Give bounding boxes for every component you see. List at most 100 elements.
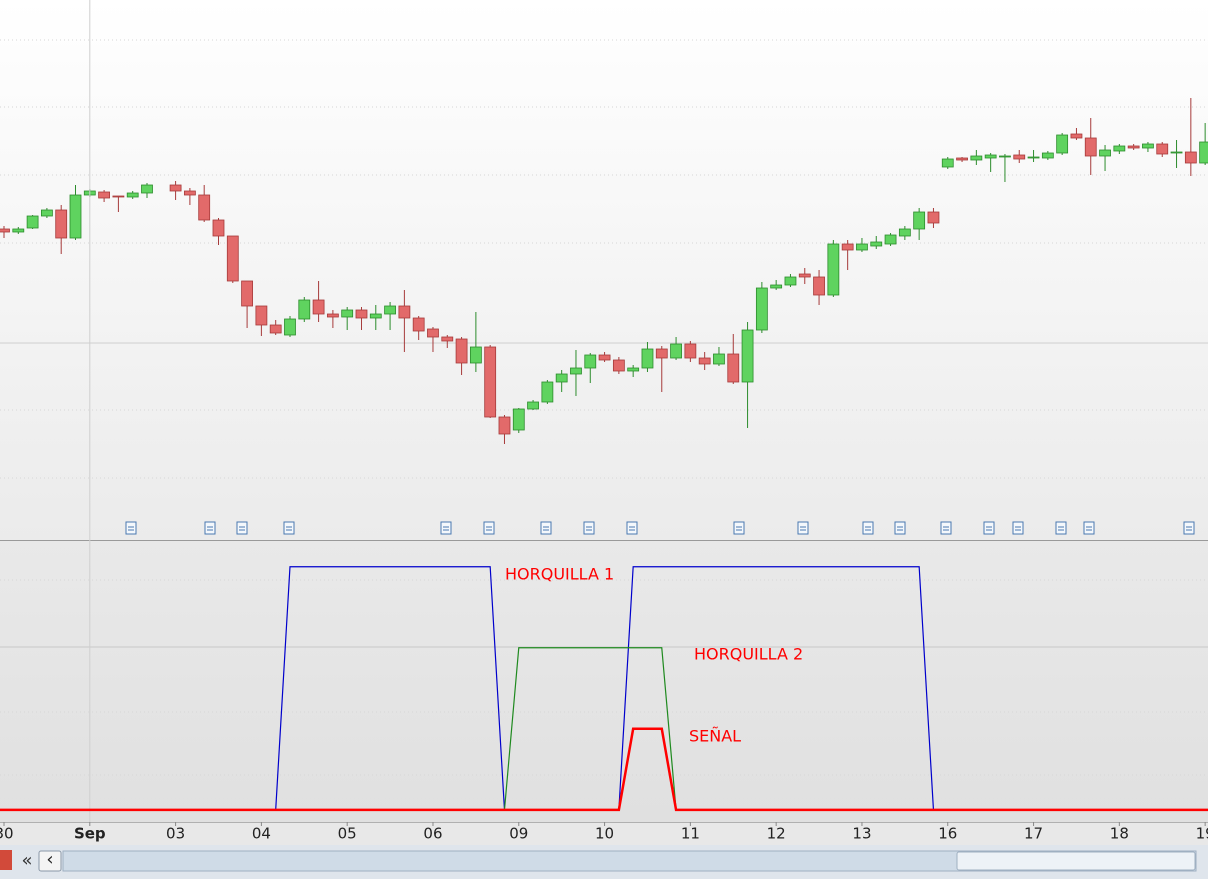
candle-body (1056, 134, 1069, 154)
candle-body (827, 243, 840, 296)
candle-body (441, 336, 454, 342)
x-tick-label: 12 (767, 825, 786, 843)
x-tick-label: 16 (938, 825, 957, 843)
event-icon (894, 521, 906, 535)
series-label: HORQUILLA 1 (505, 565, 614, 584)
candle-body (856, 243, 868, 251)
candle-body (126, 192, 139, 198)
candle-body (312, 299, 325, 315)
candle-body (1070, 133, 1083, 139)
price-panel (0, 0, 1208, 540)
candle-body (198, 194, 211, 221)
candle-body (55, 209, 68, 239)
candle-body (813, 276, 825, 296)
x-tick-label: 13 (852, 825, 871, 843)
candle-body (1184, 151, 1197, 164)
candle-body (141, 184, 153, 194)
candle-body (913, 211, 926, 230)
candle-body (498, 416, 511, 435)
candle-body (369, 313, 382, 319)
candle-body (1013, 154, 1026, 160)
event-icon (236, 521, 248, 535)
candle-body (1142, 143, 1154, 149)
candle-body (698, 357, 711, 365)
candle-body (326, 313, 339, 318)
candle-body (984, 154, 997, 159)
x-tick-label: 03 (166, 825, 185, 843)
x-tick-label: 18 (1110, 825, 1129, 843)
candle-body (226, 235, 239, 282)
candle-body (427, 328, 439, 338)
candle-body (284, 318, 296, 336)
x-tick-label: 30 (0, 825, 14, 843)
event-icon (204, 521, 216, 535)
candle-body (641, 348, 654, 369)
candle-body (627, 367, 640, 372)
x-tick-label: 09 (509, 825, 528, 843)
x-tick-label: 17 (1024, 825, 1043, 843)
event-icon (983, 521, 995, 535)
candle-body (584, 354, 597, 369)
event-icon (583, 521, 595, 535)
x-tick-label: 05 (338, 825, 357, 843)
panel-icon[interactable] (0, 850, 12, 870)
candle-body (341, 309, 354, 318)
scroll-left-button[interactable] (38, 850, 62, 872)
scroll-track[interactable] (62, 850, 1197, 872)
candle-body (956, 157, 968, 161)
candle-body (898, 228, 911, 237)
event-icon (1055, 521, 1067, 535)
candle-body (798, 273, 811, 278)
candle-body (555, 373, 568, 383)
candle-body (670, 343, 682, 359)
toolbar: « ‹ (0, 845, 1208, 879)
candle-body (1199, 141, 1208, 164)
candle-body (870, 241, 883, 247)
candle-body (1127, 145, 1140, 149)
candle-body (212, 219, 225, 237)
candle-body (1113, 145, 1126, 152)
candle-body (655, 348, 668, 359)
plot-layer: 30 Sep 03 04 05 06 09 10 11 12 13 16 17 18 19 HORQUILLA… (0, 0, 1208, 843)
candle-body (98, 191, 110, 199)
candle-body (241, 280, 253, 307)
candle-body (1156, 143, 1169, 155)
candle-body (612, 359, 625, 372)
candle-body (398, 305, 411, 319)
candle-body (727, 353, 740, 383)
event-icon (797, 521, 809, 535)
event-icon (540, 521, 552, 535)
x-tick-label: 11 (681, 825, 700, 843)
candle-body (841, 243, 854, 251)
x-tick-label: 10 (595, 825, 614, 843)
x-axis-area (0, 822, 1208, 845)
x-tick-label: 06 (423, 825, 442, 843)
candle-body (1170, 151, 1183, 154)
x-tick-label: 04 (252, 825, 271, 843)
candle-body (469, 346, 482, 364)
candle-body (1027, 156, 1040, 159)
candle-body (527, 401, 539, 410)
candle-body (570, 367, 582, 375)
candle-body (884, 234, 897, 245)
candle-body (298, 299, 311, 320)
candle-body (970, 155, 983, 161)
scroll-thumb[interactable] (956, 851, 1196, 871)
candle-body (512, 408, 525, 431)
x-tick-label: Sep (74, 825, 106, 843)
candle-body (1099, 149, 1111, 157)
collapse-button[interactable]: « (21, 850, 32, 871)
event-icon (733, 521, 745, 535)
event-icon (1083, 521, 1095, 535)
candle-body (355, 309, 368, 319)
event-icon (125, 521, 137, 535)
candle-body (927, 211, 940, 224)
candle-body (183, 190, 196, 196)
candle-body (684, 343, 697, 359)
candle-body (0, 228, 10, 233)
candle-body (598, 354, 611, 361)
signal-line (0, 727, 1208, 812)
candle-body (755, 287, 768, 331)
candle-body (41, 209, 53, 217)
